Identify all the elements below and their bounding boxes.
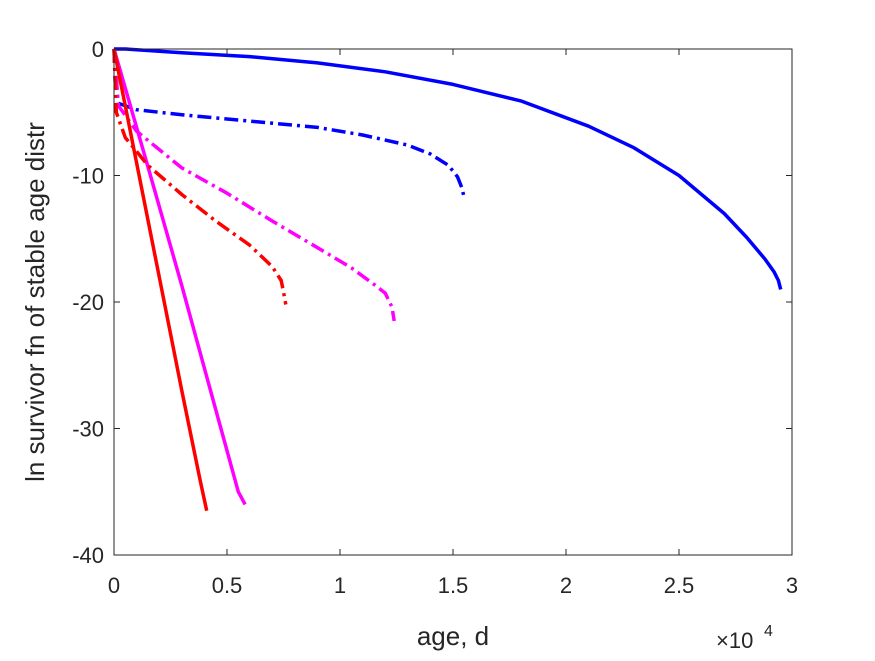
series-line-4 — [112, 48, 396, 322]
y-axis-label: ln survivor fn of stable age distr — [20, 122, 50, 482]
series-layer — [112, 47, 783, 512]
x-multiplier-base: ×10 — [716, 628, 753, 653]
y-tick-label: -20 — [72, 290, 104, 315]
y-axis-ticks: 0 -10 -20 -30 -40 — [72, 37, 792, 568]
y-tick-label: -30 — [72, 417, 104, 442]
x-tick-label: 2 — [560, 573, 572, 598]
y-tick-label: -10 — [72, 164, 104, 189]
y-tick-label: -40 — [72, 543, 104, 568]
x-axis-multiplier: ×10 4 — [716, 623, 773, 653]
series-line-6 — [112, 48, 288, 305]
y-tick-label: 0 — [92, 37, 104, 62]
series-line-5 — [112, 48, 209, 512]
x-multiplier-exponent: 4 — [764, 623, 773, 640]
series-line-2 — [112, 48, 467, 199]
plot-area — [114, 49, 792, 555]
x-tick-label: 2.5 — [664, 573, 695, 598]
x-axis-label: age, d — [417, 621, 489, 651]
series-line-3 — [112, 48, 247, 506]
x-axis-ticks: 0 0.5 1 1.5 2 2.5 3 — [108, 49, 798, 598]
x-tick-label: 3 — [786, 573, 798, 598]
x-tick-label: 0.5 — [212, 573, 243, 598]
x-tick-label: 1.5 — [438, 573, 469, 598]
x-tick-label: 0 — [108, 573, 120, 598]
x-tick-label: 1 — [334, 573, 346, 598]
series-line-1 — [114, 47, 783, 290]
